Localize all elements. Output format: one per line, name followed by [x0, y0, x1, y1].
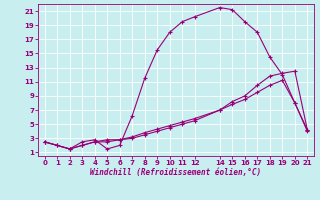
X-axis label: Windchill (Refroidissement éolien,°C): Windchill (Refroidissement éolien,°C) — [91, 168, 261, 177]
